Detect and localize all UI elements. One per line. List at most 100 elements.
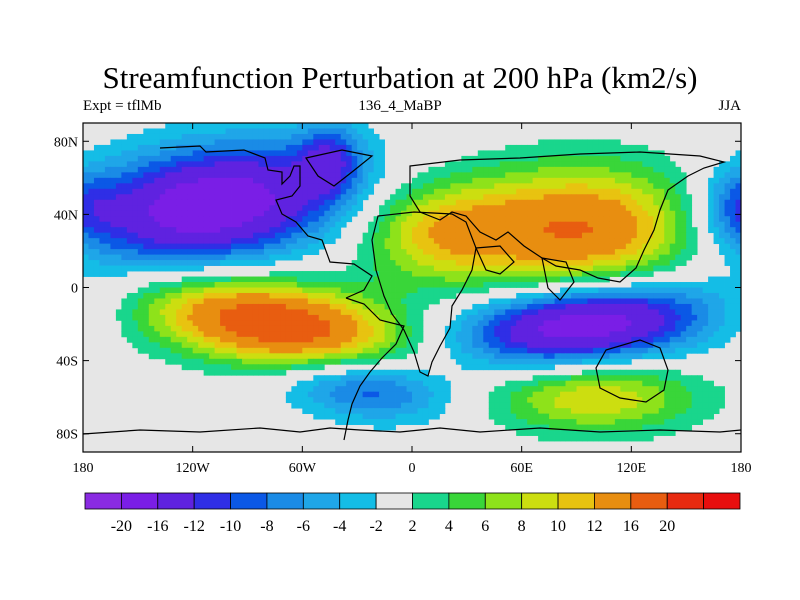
field-cell [362, 161, 369, 168]
field-cell [368, 397, 375, 404]
field-cell [373, 282, 380, 288]
field-cell [357, 194, 364, 201]
field-cell [280, 298, 287, 305]
field-cell [675, 172, 682, 179]
field-cell [587, 216, 594, 223]
field-cell [642, 320, 649, 327]
field-cell [384, 331, 391, 338]
field-cell [368, 150, 375, 157]
field-cell [625, 413, 632, 420]
field-cell [735, 265, 741, 272]
field-cell [625, 238, 632, 245]
field-cell [110, 199, 117, 206]
field-cell [340, 194, 347, 201]
field-cell [154, 194, 161, 201]
field-cell [527, 320, 534, 327]
field-cell [154, 210, 161, 217]
field-cell [220, 282, 226, 288]
field-cell [631, 194, 638, 201]
field-cell [395, 205, 402, 212]
field-cell [724, 276, 731, 283]
field-cell [625, 144, 632, 151]
field-cell [647, 314, 654, 321]
field-cell [143, 287, 150, 294]
field-cell [603, 386, 610, 393]
field-cell [680, 320, 687, 327]
field-cell [730, 221, 736, 228]
field-cell [384, 238, 391, 245]
field-cell [121, 249, 128, 255]
field-cell [477, 232, 484, 239]
field-cell [368, 254, 375, 261]
field-cell [137, 265, 144, 272]
field-cell [461, 183, 468, 190]
field-cell [280, 243, 287, 250]
field-cell [236, 249, 243, 255]
field-cell [675, 397, 682, 404]
field-cell [137, 188, 144, 195]
field-cell [581, 139, 588, 146]
field-cell [642, 210, 649, 217]
field-cell [83, 243, 89, 250]
field-cell [494, 303, 501, 310]
field-cell [203, 314, 210, 321]
field-cell [252, 155, 259, 162]
field-cell [680, 402, 687, 409]
field-cell [203, 128, 210, 135]
field-cell [614, 413, 621, 420]
field-cell [220, 144, 226, 151]
field-cell [620, 292, 627, 299]
field-cell [658, 194, 665, 201]
field-cell [691, 402, 698, 409]
field-cell [379, 260, 385, 266]
field-cell [603, 260, 610, 266]
field-cell [527, 194, 534, 201]
field-cell [137, 166, 144, 173]
field-cell [132, 331, 139, 338]
field-cell [510, 282, 517, 288]
field-cell [642, 216, 649, 223]
field-cell [719, 391, 725, 398]
field-cell [631, 342, 638, 349]
field-cell [340, 150, 347, 157]
field-cell [598, 210, 605, 217]
field-cell [543, 194, 550, 201]
field-cell [505, 397, 512, 404]
field-cell [581, 314, 588, 321]
field-cell [603, 166, 610, 173]
field-cell [329, 188, 336, 195]
field-cell [609, 298, 616, 305]
field-cell [313, 216, 320, 223]
field-cell [521, 177, 528, 184]
field-cell [373, 144, 380, 151]
field-cell [187, 260, 194, 266]
field-cell [274, 271, 281, 277]
field-cell [571, 271, 577, 277]
field-cell [614, 139, 621, 146]
field-cell [313, 413, 320, 420]
field-cell [647, 375, 654, 382]
field-cell [351, 309, 358, 316]
field-cell [159, 260, 166, 266]
field-cell [225, 369, 232, 376]
field-cell [83, 199, 89, 206]
field-cell [653, 325, 660, 332]
field-cell [159, 342, 166, 349]
field-cell [532, 249, 539, 255]
field-cell [165, 260, 172, 266]
field-cell [346, 298, 353, 305]
field-cell [538, 271, 544, 277]
field-cell [598, 402, 605, 409]
field-cell [203, 276, 210, 283]
field-cell [713, 188, 720, 195]
field-cell [362, 331, 369, 338]
field-cell [466, 320, 473, 327]
field-cell [285, 133, 292, 140]
field-cell [209, 144, 215, 151]
field-cell [444, 342, 451, 349]
field-cell [379, 166, 385, 173]
field-cell [587, 391, 594, 398]
field-cell [647, 205, 654, 212]
field-cell [126, 199, 133, 206]
field-cell [395, 221, 402, 228]
